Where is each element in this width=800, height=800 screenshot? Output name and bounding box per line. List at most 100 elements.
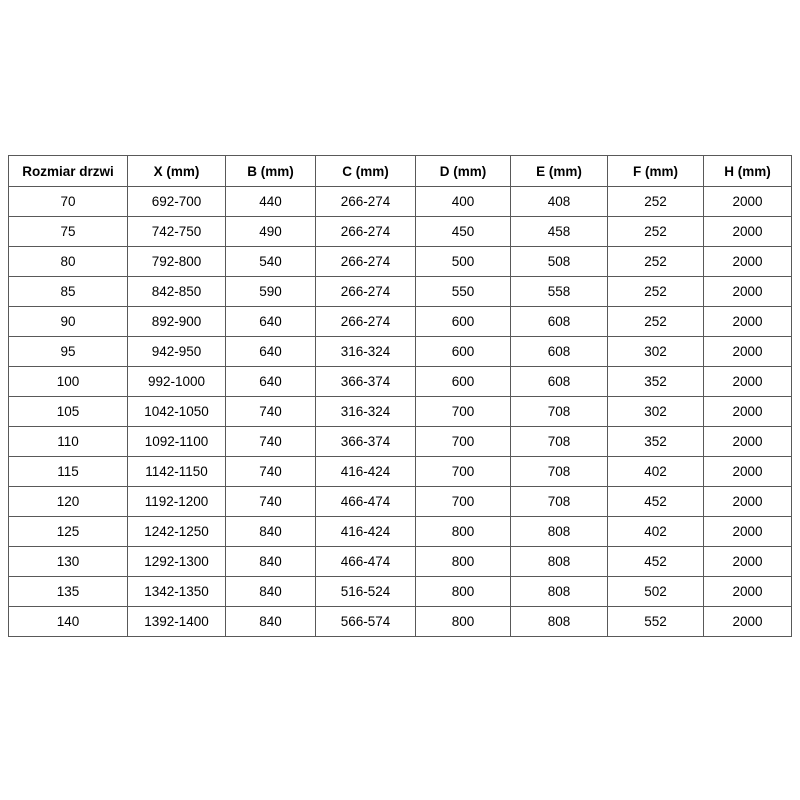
table-cell: 892-900	[127, 306, 226, 337]
table-cell: 266-274	[315, 276, 416, 307]
table-cell: 316-324	[315, 336, 416, 367]
table-cell: 840	[225, 516, 316, 547]
table-cell: 2000	[703, 186, 792, 217]
table-cell: 640	[225, 306, 316, 337]
table-row: 140 1392-1400 840 566-574 800 808 552 2000	[8, 606, 792, 637]
table-cell: 942-950	[127, 336, 226, 367]
table-cell: 400	[415, 186, 511, 217]
table-cell: 700	[415, 426, 511, 457]
table-cell: 2000	[703, 606, 792, 637]
table-cell: 808	[510, 516, 608, 547]
column-header: B (mm)	[225, 155, 316, 187]
table-cell: 402	[607, 516, 704, 547]
table-cell: 800	[415, 606, 511, 637]
table-cell: 266-274	[315, 306, 416, 337]
table-cell: 600	[415, 366, 511, 397]
table-cell: 135	[8, 576, 128, 607]
table-cell: 590	[225, 276, 316, 307]
table-cell: 130	[8, 546, 128, 577]
table-cell: 608	[510, 366, 608, 397]
table-cell: 366-374	[315, 366, 416, 397]
table-cell: 2000	[703, 366, 792, 397]
table-cell: 80	[8, 246, 128, 277]
table-row: 90 892-900 640 266-274 600 608 252 2000	[8, 306, 792, 337]
table-cell: 2000	[703, 546, 792, 577]
column-header: D (mm)	[415, 155, 511, 187]
table-cell: 1192-1200	[127, 486, 226, 517]
table-cell: 1292-1300	[127, 546, 226, 577]
table-cell: 508	[510, 246, 608, 277]
table-cell: 840	[225, 606, 316, 637]
table-cell: 640	[225, 366, 316, 397]
table-cell: 516-524	[315, 576, 416, 607]
table-cell: 316-324	[315, 396, 416, 427]
table-cell: 266-274	[315, 216, 416, 247]
table-cell: 640	[225, 336, 316, 367]
table-row: 75 742-750 490 266-274 450 458 252 2000	[8, 216, 792, 247]
table-cell: 402	[607, 456, 704, 487]
table-cell: 558	[510, 276, 608, 307]
table-cell: 808	[510, 546, 608, 577]
table-cell: 352	[607, 426, 704, 457]
table-cell: 70	[8, 186, 128, 217]
table-cell: 105	[8, 396, 128, 427]
table-cell: 992-1000	[127, 366, 226, 397]
table-cell: 100	[8, 366, 128, 397]
table-cell: 740	[225, 426, 316, 457]
table-cell: 2000	[703, 216, 792, 247]
table-cell: 2000	[703, 306, 792, 337]
table-cell: 550	[415, 276, 511, 307]
table-cell: 842-850	[127, 276, 226, 307]
table-cell: 452	[607, 486, 704, 517]
table-row: 135 1342-1350 840 516-524 800 808 502 2000	[8, 576, 792, 607]
table-cell: 466-474	[315, 486, 416, 517]
door-size-spec-table: Rozmiar drzwi X (mm) B (mm) C (mm) D (mm) E (…	[8, 155, 792, 637]
table-cell: 302	[607, 396, 704, 427]
table-cell: 700	[415, 486, 511, 517]
column-header: E (mm)	[510, 155, 608, 187]
table-cell: 2000	[703, 276, 792, 307]
table-cell: 266-274	[315, 186, 416, 217]
table-cell: 458	[510, 216, 608, 247]
table-cell: 266-274	[315, 246, 416, 277]
table-row: 115 1142-1150 740 416-424 700 708 402 2000	[8, 456, 792, 487]
table-cell: 700	[415, 396, 511, 427]
table-cell: 252	[607, 246, 704, 277]
table-cell: 140	[8, 606, 128, 637]
table-row: 105 1042-1050 740 316-324 700 708 302 2000	[8, 396, 792, 427]
table-row: 95 942-950 640 316-324 600 608 302 2000	[8, 336, 792, 367]
table-cell: 452	[607, 546, 704, 577]
table-cell: 2000	[703, 336, 792, 367]
table-cell: 2000	[703, 246, 792, 277]
table-cell: 708	[510, 426, 608, 457]
table-cell: 800	[415, 516, 511, 547]
table-cell: 2000	[703, 426, 792, 457]
table-cell: 252	[607, 216, 704, 247]
table-row: 125 1242-1250 840 416-424 800 808 402 2000	[8, 516, 792, 547]
table-cell: 466-474	[315, 546, 416, 577]
table-cell: 490	[225, 216, 316, 247]
table-cell: 708	[510, 456, 608, 487]
table-cell: 252	[607, 276, 704, 307]
table-cell: 566-574	[315, 606, 416, 637]
table-cell: 440	[225, 186, 316, 217]
table-cell: 540	[225, 246, 316, 277]
table-cell: 2000	[703, 486, 792, 517]
table-cell: 110	[8, 426, 128, 457]
table-cell: 800	[415, 576, 511, 607]
table-row: 80 792-800 540 266-274 500 508 252 2000	[8, 246, 792, 277]
table-cell: 692-700	[127, 186, 226, 217]
table-cell: 2000	[703, 516, 792, 547]
table-cell: 840	[225, 576, 316, 607]
table-body: 70 692-700 440 266-274 400 408 252 2000 75 742-75…	[8, 186, 792, 637]
table-cell: 252	[607, 306, 704, 337]
table-cell: 408	[510, 186, 608, 217]
table-cell: 75	[8, 216, 128, 247]
table-cell: 808	[510, 606, 608, 637]
table-cell: 700	[415, 456, 511, 487]
table-cell: 85	[8, 276, 128, 307]
table-cell: 740	[225, 396, 316, 427]
table-row: 85 842-850 590 266-274 550 558 252 2000	[8, 276, 792, 307]
table-row: 70 692-700 440 266-274 400 408 252 2000	[8, 186, 792, 217]
